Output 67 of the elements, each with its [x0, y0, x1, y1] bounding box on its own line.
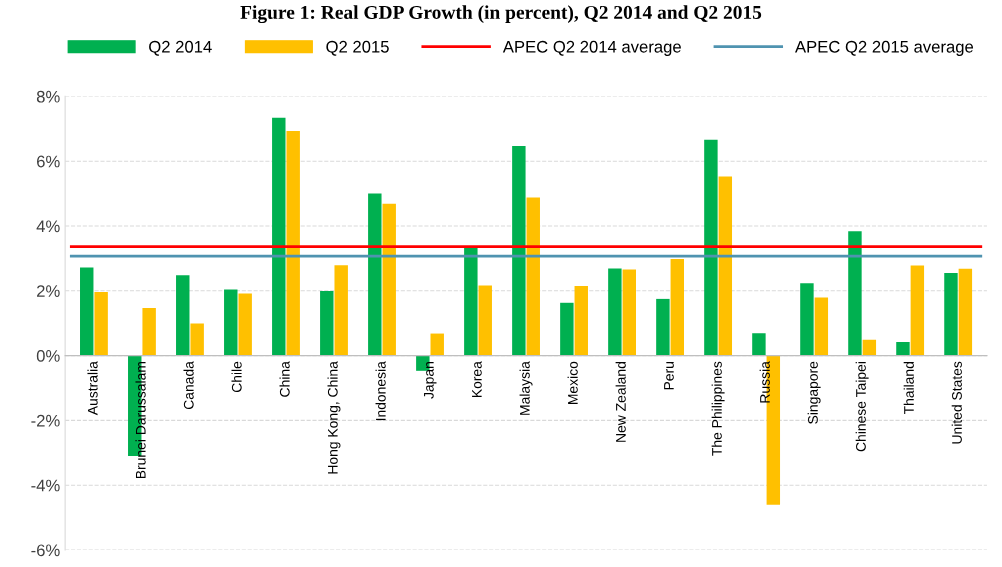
- y-tick-label: 2%: [37, 285, 60, 297]
- x-tick-label: Peru: [664, 362, 674, 390]
- bar: [670, 259, 685, 356]
- bar: [944, 272, 958, 356]
- x-tick-label: Canada: [183, 361, 194, 410]
- bar: [958, 268, 973, 356]
- y-tick-label: 6%: [37, 155, 60, 168]
- bar: [430, 333, 444, 356]
- bar: [848, 231, 862, 356]
- x-tick-label: New Zealand: [615, 362, 626, 442]
- bar: [320, 291, 334, 356]
- bar: [176, 275, 190, 356]
- bar: [800, 283, 814, 356]
- bar: [190, 323, 204, 356]
- bar: [286, 131, 300, 356]
- bar: [656, 298, 670, 356]
- bar: [272, 117, 286, 356]
- chart-title: Figure 1: Real GDP Growth (in percent), Q2 2014 and Q2 2015: [240, 5, 762, 24]
- x-tick-label: Korea: [472, 361, 482, 398]
- bar: [368, 193, 382, 356]
- bar: [574, 285, 588, 356]
- x-tick-label: Russia: [759, 361, 770, 403]
- bar: [80, 267, 94, 356]
- bar: [526, 197, 540, 356]
- y-tick-label: 8%: [36, 90, 60, 103]
- x-tick-label: Australia: [87, 361, 98, 416]
- x-tick-label: Chile: [231, 361, 242, 393]
- x-tick-label: Mexico: [567, 361, 578, 404]
- bar: [608, 268, 622, 356]
- bar: [752, 333, 766, 356]
- y-tick-label: -4%: [31, 479, 60, 492]
- y-tick-label: -6%: [31, 544, 60, 557]
- bar: [478, 285, 492, 356]
- bar: [464, 246, 478, 356]
- x-tick-label: Chinese Taipei: [855, 362, 869, 452]
- legend-label: Q2 2015: [326, 40, 389, 56]
- bar: [910, 265, 925, 356]
- x-tick-label: China: [279, 361, 290, 397]
- bar: [560, 302, 574, 356]
- legend-label: APEC Q2 2015 average: [795, 40, 974, 56]
- x-tick-label: Brunei Darussalam: [135, 362, 146, 479]
- legend-label: Q2 2014: [149, 40, 212, 56]
- bar: [224, 289, 238, 356]
- y-tick-label: -2%: [31, 414, 60, 427]
- x-tick-label: Japan: [424, 362, 437, 399]
- legend-label: APEC Q2 2014 average: [502, 40, 681, 56]
- x-tick-label: United States: [951, 361, 962, 444]
- bar: [238, 293, 252, 356]
- y-tick-label: 0%: [36, 349, 60, 362]
- bar: [142, 307, 156, 356]
- x-tick-label: The Philippines: [711, 361, 725, 456]
- bar: [862, 339, 877, 356]
- bar: [718, 176, 733, 356]
- bar: [814, 297, 829, 356]
- x-tick-label: Thailand: [903, 362, 914, 415]
- bar: [334, 265, 348, 356]
- bar: [896, 341, 910, 356]
- x-tick-label: Singapore: [807, 361, 821, 424]
- x-tick-label: Malaysia: [519, 361, 533, 415]
- bar: [382, 203, 396, 356]
- bar: [94, 292, 108, 356]
- bar: [704, 139, 718, 356]
- x-tick-label: Hong Kong, China: [327, 361, 341, 474]
- y-tick-label: 4%: [36, 220, 60, 233]
- bar: [622, 269, 636, 356]
- bar: [512, 145, 526, 356]
- x-tick-label: Indonesia: [375, 361, 386, 421]
